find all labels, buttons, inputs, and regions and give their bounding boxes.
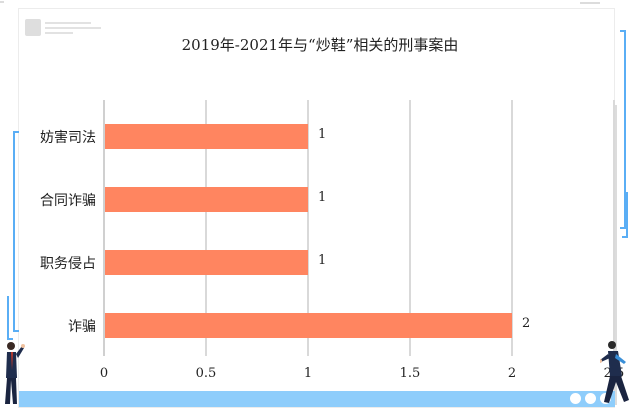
category-label: 合同诈骗 — [40, 193, 96, 209]
logo-line — [45, 27, 101, 29]
x-tick-label: 0.5 — [195, 366, 217, 381]
bar — [105, 187, 308, 212]
gridline — [511, 100, 513, 356]
footer-dot — [585, 393, 596, 404]
corner-mark — [580, 2, 600, 4]
gridline — [307, 100, 309, 356]
value-label: 1 — [318, 190, 327, 205]
bar — [105, 124, 308, 149]
y-axis-line — [103, 100, 105, 356]
chart-title: 2019年-2021年与“炒鞋”相关的刑事案由 — [181, 36, 459, 54]
x-tick-label: 1.5 — [399, 366, 421, 381]
value-label: 2 — [522, 316, 531, 331]
category-label: 职务侵占 — [40, 256, 96, 272]
right-bracket — [620, 30, 626, 229]
left-bracket-small — [7, 296, 13, 340]
footer-dot — [570, 393, 581, 404]
gridline — [613, 100, 615, 356]
x-tick-label: 1 — [303, 366, 313, 381]
logo-line — [45, 32, 73, 34]
businessman-left-icon — [5, 342, 25, 404]
gridline — [409, 100, 411, 356]
x-tick-label: 2 — [507, 366, 517, 381]
businessman-right-icon — [600, 341, 629, 403]
value-label: 1 — [318, 127, 327, 142]
value-label: 1 — [318, 253, 327, 268]
logo-line — [45, 22, 91, 24]
category-label: 诈骗 — [68, 319, 96, 335]
bar — [105, 313, 512, 338]
right-bracket-small — [622, 192, 628, 238]
gridline — [205, 100, 207, 356]
left-bracket — [13, 131, 19, 332]
footer-bar — [19, 391, 615, 407]
right-edge-shadow — [614, 105, 617, 405]
x-tick-label: 0 — [99, 366, 109, 381]
logo-placeholder-icon — [25, 19, 41, 36]
bar — [105, 250, 308, 275]
category-label: 妨害司法 — [40, 130, 96, 146]
corner-mark — [0, 1, 4, 3]
